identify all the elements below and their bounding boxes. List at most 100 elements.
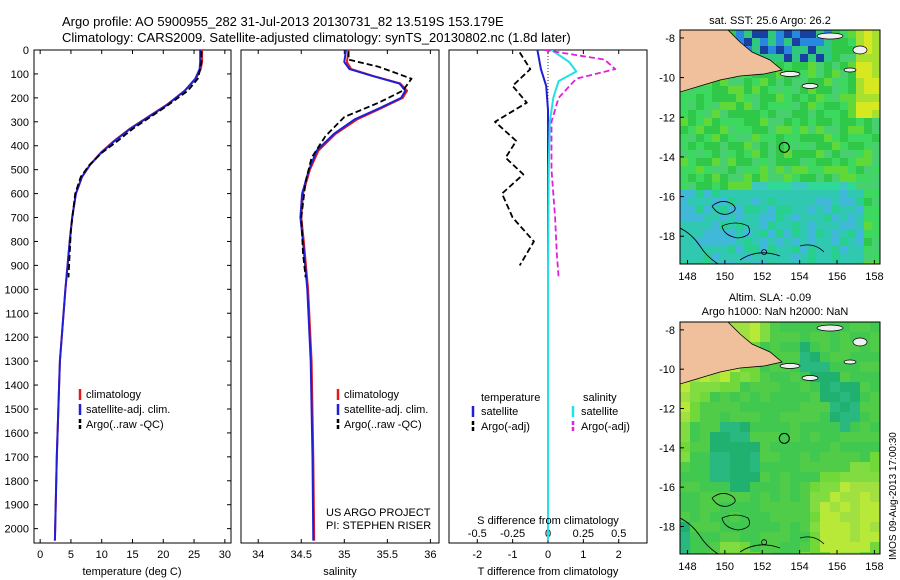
map-cell bbox=[760, 222, 769, 231]
map-cell bbox=[832, 166, 841, 175]
map-cell bbox=[768, 262, 777, 264]
map-cell bbox=[680, 392, 691, 403]
depth-tick-label: 1100 bbox=[5, 308, 29, 320]
map-cell bbox=[704, 118, 713, 127]
map-cell bbox=[770, 472, 781, 483]
map-cell bbox=[752, 166, 761, 175]
map-cell bbox=[730, 532, 741, 543]
map-cell bbox=[850, 542, 861, 553]
map-cell bbox=[848, 94, 857, 103]
map-cell bbox=[850, 512, 861, 523]
map-cell bbox=[872, 110, 880, 119]
map-cell bbox=[848, 190, 857, 199]
map-cell bbox=[832, 46, 841, 55]
depth-tick-label: 1800 bbox=[5, 476, 29, 488]
map-cell bbox=[856, 166, 865, 175]
map-cell bbox=[690, 452, 701, 463]
map-cell bbox=[680, 402, 691, 413]
map-cell bbox=[800, 432, 811, 443]
map-cell bbox=[856, 118, 865, 127]
map-cell bbox=[776, 198, 785, 207]
map-cell bbox=[760, 142, 769, 151]
map-cell bbox=[720, 174, 729, 183]
map-cell bbox=[760, 254, 769, 263]
location-marker bbox=[761, 249, 768, 256]
map-cell bbox=[832, 150, 841, 159]
map-cell bbox=[808, 166, 817, 175]
map-cell bbox=[696, 206, 705, 215]
map-cell bbox=[872, 62, 880, 71]
map-cell bbox=[780, 342, 791, 353]
map-cell bbox=[680, 492, 691, 503]
map-cell bbox=[680, 102, 689, 111]
map-cell bbox=[870, 482, 880, 493]
map-cell bbox=[872, 206, 880, 215]
map-cell bbox=[752, 30, 761, 39]
map-x-tick-label: 148 bbox=[678, 271, 696, 283]
map-cell bbox=[840, 166, 849, 175]
map-cell bbox=[768, 134, 777, 143]
map-cell bbox=[688, 126, 697, 135]
map-cell bbox=[792, 166, 801, 175]
map-cell bbox=[720, 472, 731, 483]
map-x-tick-label: 152 bbox=[753, 271, 771, 283]
map-cell bbox=[720, 238, 729, 247]
map-cell bbox=[824, 166, 833, 175]
map-cell bbox=[840, 62, 849, 71]
map-cell bbox=[688, 150, 697, 159]
map-cell bbox=[840, 38, 849, 47]
map-cell bbox=[840, 262, 849, 264]
map-cell bbox=[792, 134, 801, 143]
map-cell bbox=[760, 372, 771, 383]
map-cell bbox=[800, 118, 809, 127]
map-cell bbox=[730, 482, 741, 493]
map-cell bbox=[700, 402, 711, 413]
map-cell bbox=[830, 382, 841, 393]
map-cell bbox=[760, 158, 769, 167]
map-cell bbox=[736, 126, 745, 135]
map-cell bbox=[856, 158, 865, 167]
map-cell bbox=[790, 372, 801, 383]
map-cell bbox=[848, 142, 857, 151]
map-cell bbox=[808, 126, 817, 135]
map-cell bbox=[720, 522, 731, 533]
x-tick-label: 35 bbox=[338, 549, 350, 561]
map-cell bbox=[800, 342, 811, 353]
map-cell bbox=[856, 262, 865, 264]
map-cell bbox=[800, 86, 809, 95]
map-cell bbox=[850, 452, 861, 463]
map-cell bbox=[712, 230, 721, 239]
map-cell bbox=[700, 432, 711, 443]
map-cell bbox=[768, 118, 777, 127]
map-cell bbox=[810, 452, 821, 463]
map-cell bbox=[768, 142, 777, 151]
map-cell bbox=[870, 382, 880, 393]
map-cell bbox=[792, 150, 801, 159]
map-cell bbox=[800, 166, 809, 175]
map-cell bbox=[850, 362, 861, 373]
map-cell bbox=[860, 432, 871, 443]
map-cell bbox=[816, 62, 825, 71]
map-cell bbox=[744, 158, 753, 167]
map-cell bbox=[736, 262, 745, 264]
map-cell bbox=[720, 422, 731, 433]
map-cell bbox=[728, 126, 737, 135]
map-cell bbox=[760, 442, 771, 453]
map-cell bbox=[856, 182, 865, 191]
map-cell bbox=[850, 462, 861, 473]
map-cell bbox=[728, 182, 737, 191]
map-cell bbox=[768, 46, 777, 55]
map-cell bbox=[720, 134, 729, 143]
map-cell bbox=[832, 230, 841, 239]
map-cell bbox=[830, 342, 841, 353]
map-cell bbox=[840, 502, 851, 513]
map-cell bbox=[780, 322, 791, 333]
map-cell bbox=[830, 352, 841, 363]
map-cell bbox=[856, 94, 865, 103]
sst-map-frame bbox=[679, 29, 881, 265]
map-cell bbox=[808, 246, 817, 255]
map-cell bbox=[810, 512, 821, 523]
map-cell bbox=[736, 30, 745, 39]
map-cell bbox=[872, 190, 880, 199]
map-cell bbox=[688, 246, 697, 255]
